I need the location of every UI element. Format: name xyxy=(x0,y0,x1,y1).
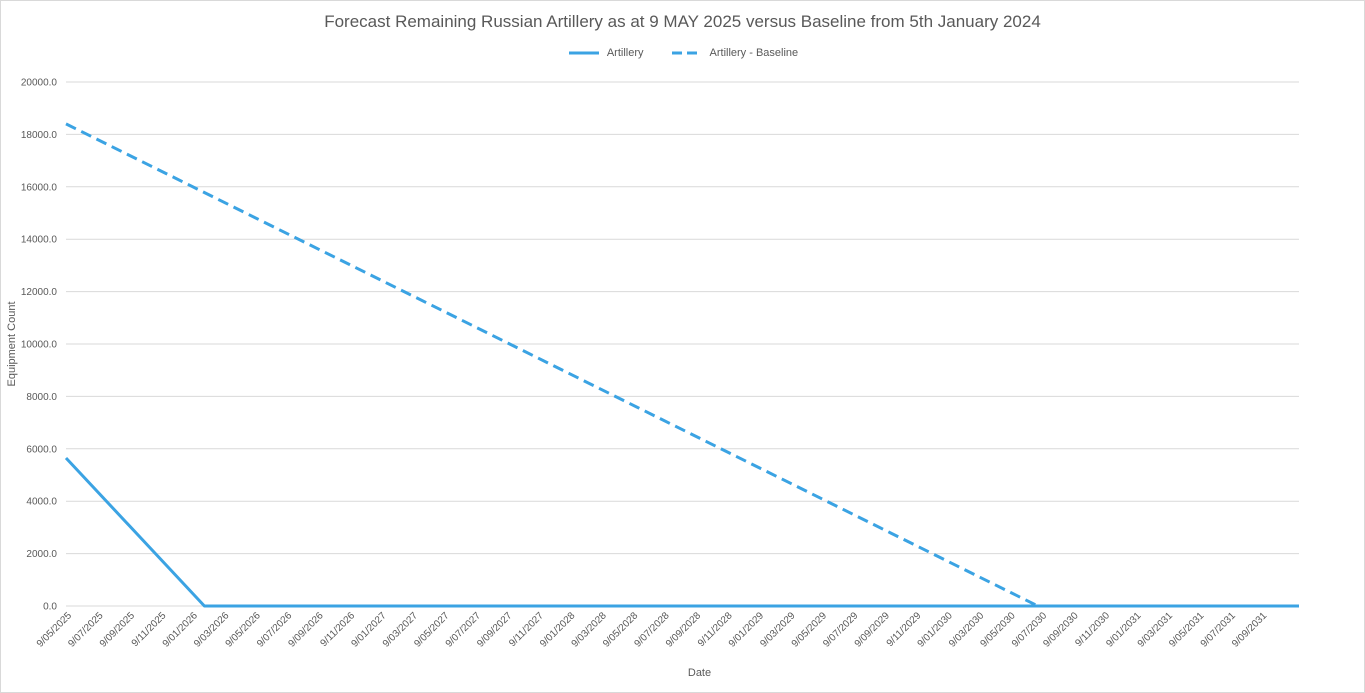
legend-swatch-solid xyxy=(568,51,599,55)
y-tick-label: 20000.0 xyxy=(21,78,58,89)
legend-item-artillery: Artillery xyxy=(567,47,644,59)
legend-swatch-dashed xyxy=(671,51,702,55)
y-tick-label: 4000.0 xyxy=(26,497,57,508)
series-line-artillery xyxy=(64,456,1299,608)
legend-label-artillery: Artillery xyxy=(606,47,644,59)
y-tick-label: 12000.0 xyxy=(21,287,58,298)
x-tick-label: 9/09/2031 xyxy=(1230,610,1270,650)
y-tick-label: 18000.0 xyxy=(21,130,58,141)
y-axis-title: Equipment Count xyxy=(6,302,18,387)
legend-label-baseline: Artillery - Baseline xyxy=(709,47,799,59)
legend: Artillery Artillery - Baseline xyxy=(0,47,1365,59)
y-tick-label: 8000.0 xyxy=(26,392,57,403)
y-tick-label: 16000.0 xyxy=(21,182,58,193)
y-tick-label: 0.0 xyxy=(43,602,57,613)
chart-title: Forecast Remaining Russian Artillery as … xyxy=(324,12,1041,31)
series-line-artillery-baseline xyxy=(65,122,1299,608)
x-axis-title: Date xyxy=(688,667,711,679)
legend-item-baseline: Artillery - Baseline xyxy=(670,47,799,59)
y-tick-label: 10000.0 xyxy=(21,340,58,351)
y-tick-label: 6000.0 xyxy=(26,444,57,455)
y-tick-label: 2000.0 xyxy=(26,549,57,560)
y-tick-label: 14000.0 xyxy=(21,235,58,246)
